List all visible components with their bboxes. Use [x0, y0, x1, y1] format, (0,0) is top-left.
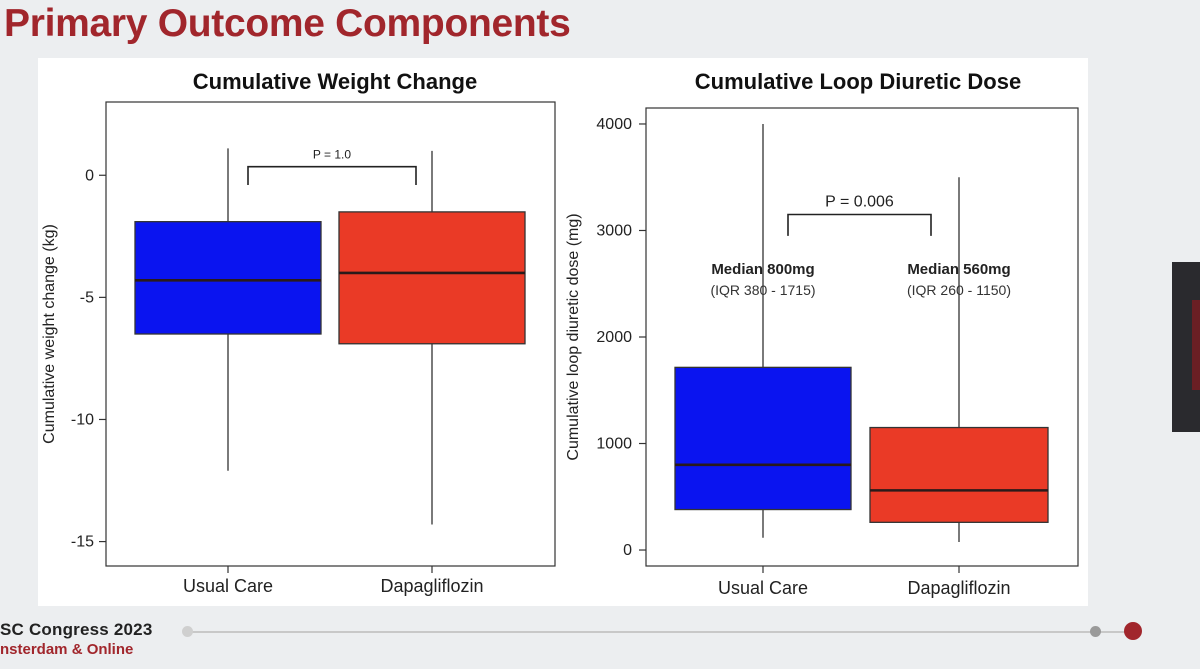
- timeline-dot-end: [1124, 622, 1142, 640]
- congress-title: SC Congress 2023: [0, 620, 153, 639]
- y-tick-label: 4000: [596, 116, 632, 133]
- iqr-annotation: (IQR 260 - 1150): [907, 282, 1011, 298]
- congress-subtitle: nsterdam & Online: [0, 641, 134, 658]
- comparison-bracket: [247, 165, 417, 186]
- y-tick-label: -10: [71, 411, 94, 428]
- p-value-label: P = 1.0: [313, 148, 351, 162]
- charts-svg: Cumulative Weight Change Cumulative weigh…: [41, 69, 1079, 598]
- y-tick-label: 0: [85, 167, 94, 184]
- box-1: [338, 211, 526, 345]
- iqr-annotation: (IQR 380 - 1715): [710, 282, 815, 298]
- y-axis-label: Cumulative weight change (kg): [41, 224, 58, 444]
- y-axis-label: Cumulative loop diuretic dose (mg): [565, 213, 582, 460]
- y-tick-label: 0: [623, 542, 632, 559]
- x-category-label: Dapagliflozin: [380, 576, 483, 596]
- y-tick-label: 3000: [596, 222, 632, 239]
- timeline-dot-mid: [1090, 626, 1101, 637]
- timeline-line: [186, 631, 1136, 633]
- box-0: [674, 366, 852, 511]
- slide-title: Primary Outcome Components: [4, 2, 571, 45]
- chart-title: Cumulative Loop Diuretic Dose: [695, 69, 1021, 94]
- x-category-label: Usual Care: [718, 578, 808, 598]
- charts-panel: Cumulative Weight Change Cumulative weigh…: [38, 58, 1088, 606]
- box-1: [869, 426, 1049, 523]
- median-annotation: Median 800mg: [711, 261, 814, 278]
- right-edge-accent: [1192, 300, 1200, 390]
- chart-title: Cumulative Weight Change: [193, 69, 477, 94]
- p-value-label: P = 0.006: [825, 194, 894, 211]
- x-category-label: Dapagliflozin: [907, 578, 1010, 598]
- y-tick-label: -15: [71, 534, 94, 551]
- timeline-dot-start: [182, 626, 193, 637]
- y-tick-label: -5: [80, 289, 94, 306]
- y-tick-label: 1000: [596, 436, 632, 453]
- plot-frame: [105, 101, 556, 567]
- median-annotation: Median 560mg: [907, 261, 1010, 278]
- comparison-bracket: [787, 213, 932, 236]
- box-0: [134, 221, 322, 335]
- x-category-label: Usual Care: [183, 576, 273, 596]
- y-tick-label: 2000: [596, 329, 632, 346]
